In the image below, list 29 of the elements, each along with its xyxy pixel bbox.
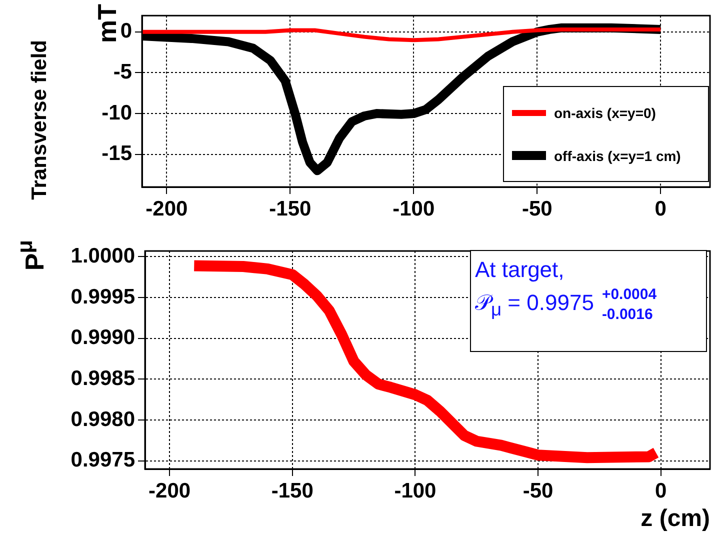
annotation: -0.0016 [602,305,654,325]
y-tick-label: 0.9990 [70,326,135,350]
x-tick-label: 0 [654,197,666,220]
x-axis-title: z (cm) [640,505,710,532]
annotation: At target, [475,257,566,283]
annotation: +0.0004 [602,285,657,305]
legend-label: off-axis (x=y=1 cm) [554,148,681,164]
annotation: 𝒫$_{μ}$ = 0.9975 [475,290,594,320]
legend-label: on-axis (x=y=0) [554,104,656,120]
text: Transverse field [28,40,52,200]
x-tick-label: -150 [269,197,312,220]
x-tick-label: 0 [655,479,667,502]
x-tick-label: -200 [148,479,191,502]
y-tick-label: 0 [120,20,132,43]
y-tick-label: 0.9995 [70,285,136,308]
x-tick-label: -100 [392,197,435,220]
y-axis-title: mT [92,4,122,43]
x-tick-label: -200 [146,197,188,220]
x-tick-label: -50 [522,197,552,220]
y-tick-label: 0.9980 [70,408,135,431]
x-tick-label: -100 [394,479,436,502]
y-tick-label: 0.9985 [70,366,136,390]
y-tick-label: -10 [102,101,132,124]
x-tick-label: -150 [271,479,314,502]
y-tick-label: 0.9975 [70,448,136,472]
x-tick-label: -50 [522,479,554,502]
y-tick-label: -15 [102,142,132,166]
y-tick-label: -5 [113,60,132,84]
y-tick-label: 1.0000 [70,244,135,268]
